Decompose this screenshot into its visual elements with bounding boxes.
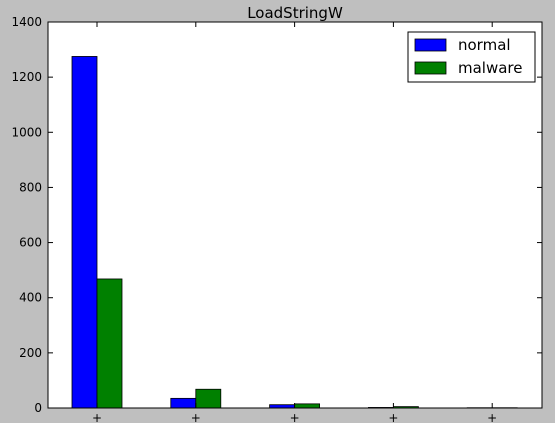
legend-swatch-normal: [414, 38, 447, 52]
bar-malware-0: [96, 278, 123, 409]
x-tick-label: +: [92, 411, 102, 423]
plot-area: [48, 22, 542, 408]
y-tick-label: 200: [19, 346, 42, 360]
legend-swatch-malware: [414, 61, 447, 75]
y-axis: 0 200 400 600 800 1000 1200 1400: [11, 15, 542, 415]
bar-normal-1: [170, 397, 197, 409]
y-tick-label: 400: [19, 291, 42, 305]
bar-malware-2: [294, 403, 321, 409]
legend-label-malware: malware: [458, 59, 523, 77]
x-tick-label: +: [388, 411, 398, 423]
chart-title: LoadStringW: [247, 4, 343, 22]
x-tick-label: +: [290, 411, 300, 423]
bar-malware-1: [195, 388, 222, 409]
y-tick-label: 1400: [11, 15, 42, 29]
x-axis: + + + + +: [92, 22, 497, 423]
y-tick-label: 1000: [11, 125, 42, 139]
y-tick-label: 1200: [11, 70, 42, 84]
legend: normal malware: [407, 31, 536, 83]
y-tick-label: 600: [19, 236, 42, 250]
x-tick-label: +: [191, 411, 201, 423]
y-tick-label: 0: [34, 401, 42, 415]
y-tick-label: 800: [19, 180, 42, 194]
legend-label-normal: normal: [458, 36, 511, 54]
x-tick-label: +: [487, 411, 497, 423]
bar-normal-0: [71, 56, 98, 409]
